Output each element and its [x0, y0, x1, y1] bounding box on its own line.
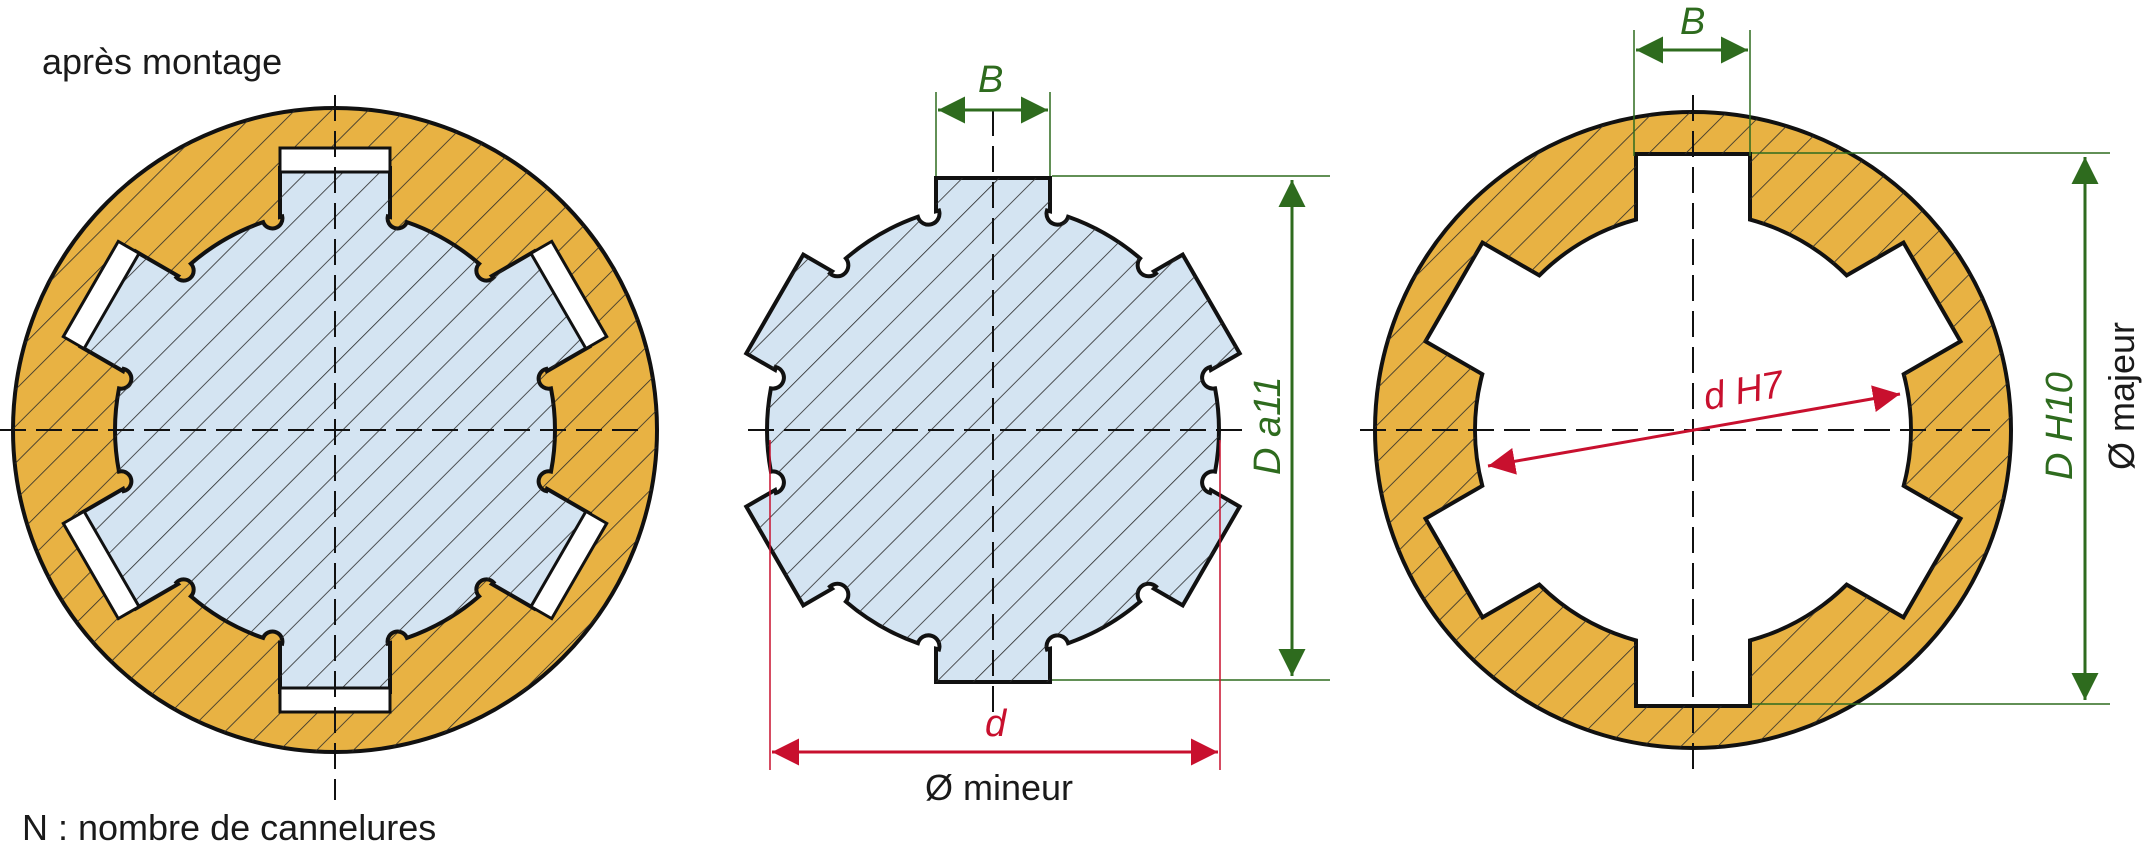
hub-major-label: D H10	[2039, 372, 2081, 480]
hub-minor-label: d H7	[1700, 363, 1788, 419]
key-clearance-slot	[528, 509, 609, 621]
hub-width-label: B	[1680, 1, 1705, 43]
hub-minor-dimension	[1487, 385, 1901, 475]
key-clearance-slot	[61, 239, 142, 351]
hub-view: B d H7 D H10 Ø majeur	[1360, 1, 2142, 775]
key-clearance-slot	[528, 239, 609, 351]
assembled-spline-view: après montage N : nombre de cannelures	[0, 41, 659, 848]
hub-major-caption: Ø majeur	[2101, 322, 2142, 470]
shaft-major-label: D a11	[1247, 376, 1289, 475]
shaft-hatch	[746, 178, 1240, 682]
shaft-minor-label: d	[985, 703, 1008, 745]
figure-caption: N : nombre de cannelures	[22, 807, 436, 848]
hub-hatch	[1375, 112, 2011, 748]
shaft-minor-caption: Ø mineur	[925, 767, 1073, 808]
key-clearance-slot	[61, 509, 142, 621]
figure-title: après montage	[42, 41, 282, 82]
shaft-width-label: B	[978, 59, 1003, 101]
shaft-view: B D a11 d Ø mineur	[743, 59, 1330, 808]
